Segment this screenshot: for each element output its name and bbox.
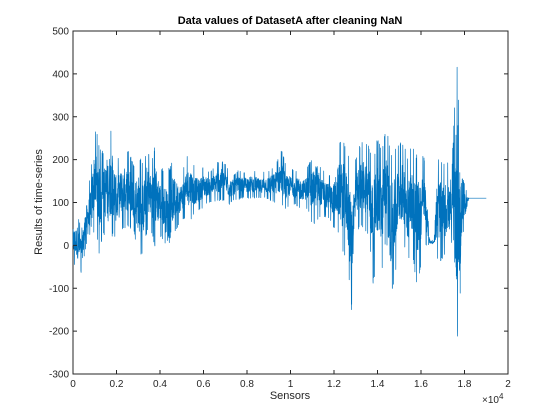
x-tick-label: 0.4 [153, 379, 167, 390]
x-exponent-base: ×10 [482, 395, 499, 406]
x-tick-label: 1.4 [371, 379, 385, 390]
y-tick-label: -200 [49, 327, 69, 338]
x-tick-label: 0 [70, 379, 76, 390]
y-axis-ticks: -300 -200 -100 0 100 200 300 400 500 [49, 27, 508, 381]
x-exponent-power: 4 [499, 392, 504, 401]
chart-title: Data values of DatasetA after cleaning N… [178, 15, 403, 27]
x-tick-label: 1.6 [414, 379, 428, 390]
y-tick-label: 400 [52, 69, 69, 80]
x-tick-label: 0.6 [197, 379, 211, 390]
x-tick-label: 1.2 [327, 379, 341, 390]
x-axis-label: Sensors [270, 390, 311, 402]
y-tick-label: 0 [63, 241, 69, 252]
x-axis-ticks: 0 0.2 0.4 0.6 0.8 1 1.2 1.4 1.6 1.8 2 [70, 31, 511, 390]
series-layer [72, 66, 487, 337]
y-axis-label: Results of time-series [33, 149, 45, 255]
x-tick-label: 0.2 [110, 379, 124, 390]
x-tick-label: 0.8 [240, 379, 254, 390]
x-tick-label: 1.8 [458, 379, 472, 390]
y-tick-label: 100 [52, 198, 69, 209]
y-tick-label: 300 [52, 112, 69, 123]
y-tick-label: 500 [52, 27, 69, 38]
x-axis-exponent: ×104 [482, 392, 504, 406]
y-tick-label: -100 [49, 284, 69, 295]
y-tick-label: -300 [49, 370, 69, 381]
series-line [72, 66, 487, 337]
x-tick-label: 2 [505, 379, 511, 390]
x-tick-label: 1 [288, 379, 294, 390]
y-tick-label: 200 [52, 155, 69, 166]
